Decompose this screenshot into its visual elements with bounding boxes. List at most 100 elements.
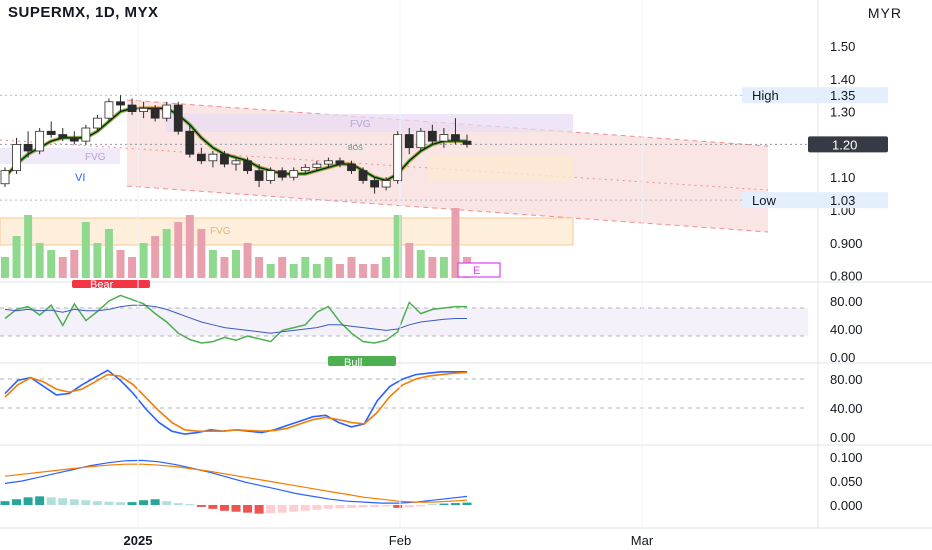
candle-body xyxy=(23,143,33,152)
volume-bar xyxy=(24,215,33,278)
bull-label: Bull xyxy=(344,357,362,369)
volume-bar xyxy=(312,264,321,278)
candle-body xyxy=(104,101,114,119)
macd-histogram-bar xyxy=(231,505,241,512)
volume-bar xyxy=(347,257,356,278)
candle-body xyxy=(266,170,276,181)
volume-bar xyxy=(359,264,368,278)
macd-histogram-bar xyxy=(104,501,114,505)
candle-body xyxy=(231,160,241,165)
candle-body xyxy=(393,134,403,181)
y-tick-label: 0.800 xyxy=(830,269,863,284)
volume-bar xyxy=(243,243,252,278)
volume-bar xyxy=(428,257,437,278)
macd-histogram-bar xyxy=(277,505,287,513)
volume-bar xyxy=(289,264,298,278)
candle-body xyxy=(462,140,472,145)
volume-bar xyxy=(128,257,137,278)
volume-bar xyxy=(151,236,160,278)
candle-body xyxy=(243,160,252,172)
candle-body xyxy=(46,130,56,135)
volume-bar xyxy=(439,257,448,278)
volume-bar xyxy=(47,250,56,278)
volume-bar xyxy=(451,208,460,278)
currency-label[interactable]: MYR xyxy=(867,5,902,21)
macd-histogram-bar xyxy=(393,505,403,508)
channel-lower-line xyxy=(126,185,769,233)
last-price-box xyxy=(808,136,888,153)
macd-y-tick: 0.050 xyxy=(830,474,863,489)
candle-body xyxy=(358,170,368,181)
candle-body xyxy=(12,143,21,172)
stoch-k-line xyxy=(4,369,467,435)
macd-histogram-bar xyxy=(162,501,172,505)
volume-bar xyxy=(324,257,333,278)
volume-bar xyxy=(104,229,113,278)
candle-body xyxy=(439,134,449,142)
rsi-y-tick: 40.00 xyxy=(830,322,863,337)
volume-bar xyxy=(12,236,21,278)
stoch-y-tick: 0.00 xyxy=(830,430,855,445)
macd-histogram-bar xyxy=(173,503,183,505)
macd-histogram-bar xyxy=(300,505,310,511)
candle-body xyxy=(162,104,172,119)
macd-histogram-bar xyxy=(266,505,276,514)
rsi-band xyxy=(0,308,808,336)
candle-body xyxy=(347,163,356,172)
volume-bar xyxy=(278,257,287,278)
macd-histogram-bar xyxy=(69,499,79,505)
volume-bar xyxy=(416,250,425,278)
channel-mid-line xyxy=(0,139,769,191)
signal-line xyxy=(4,463,468,503)
candle-body xyxy=(370,180,380,188)
candle-body xyxy=(404,134,414,149)
candle-body xyxy=(335,160,345,165)
volume-bar xyxy=(370,264,379,278)
macd-histogram-bar xyxy=(116,502,125,505)
rsi-y-tick: 0.00 xyxy=(830,350,855,365)
macd-histogram-bar xyxy=(254,505,264,514)
macd-histogram-bar xyxy=(404,505,414,508)
channel-upper-line xyxy=(126,99,769,147)
macd-histogram-bar xyxy=(370,505,380,507)
volume-bar xyxy=(162,229,171,278)
volume-bar xyxy=(393,215,402,278)
high-value: 1.35 xyxy=(830,88,855,103)
candle-body xyxy=(416,130,426,149)
fvg-zone-upper xyxy=(165,114,573,132)
y-tick-label: 1.10 xyxy=(830,170,855,185)
rsi-line xyxy=(4,294,467,344)
macd-line xyxy=(4,459,468,504)
macd-histogram-bar xyxy=(139,500,149,505)
candle-body xyxy=(127,104,137,113)
macd-histogram-bar xyxy=(335,505,345,509)
macd-y-tick: 0.100 xyxy=(830,450,863,465)
y-tick-label: 1.30 xyxy=(830,105,855,120)
macd-histogram-bar xyxy=(219,505,229,511)
volume-bar xyxy=(382,257,391,278)
chart-title: SUPERMX, 1D, MYX xyxy=(8,4,159,21)
macd-histogram-bar xyxy=(243,505,253,513)
macd-histogram-bar xyxy=(208,505,218,509)
e-marker-label: E xyxy=(473,265,480,277)
volume-bar xyxy=(301,257,310,278)
stoch-y-tick: 40.00 xyxy=(830,401,863,416)
candle-body xyxy=(220,153,229,165)
macd-histogram-bar xyxy=(450,503,460,505)
x-tick-label: 2025 xyxy=(124,533,153,548)
high-label: High xyxy=(752,88,779,103)
fvg-label: FVG xyxy=(85,152,106,163)
candle-body xyxy=(58,134,68,139)
high-label-box xyxy=(742,87,888,104)
volume-bar xyxy=(405,243,414,278)
rsi-ma-line xyxy=(4,304,467,334)
macd-histogram-bar xyxy=(92,501,102,505)
macd-histogram-bar xyxy=(35,496,45,505)
candle-body xyxy=(323,160,333,165)
volume-bar xyxy=(81,222,90,278)
candle-body xyxy=(277,170,287,178)
volume-bar xyxy=(35,243,44,278)
e-marker-box xyxy=(457,262,501,278)
